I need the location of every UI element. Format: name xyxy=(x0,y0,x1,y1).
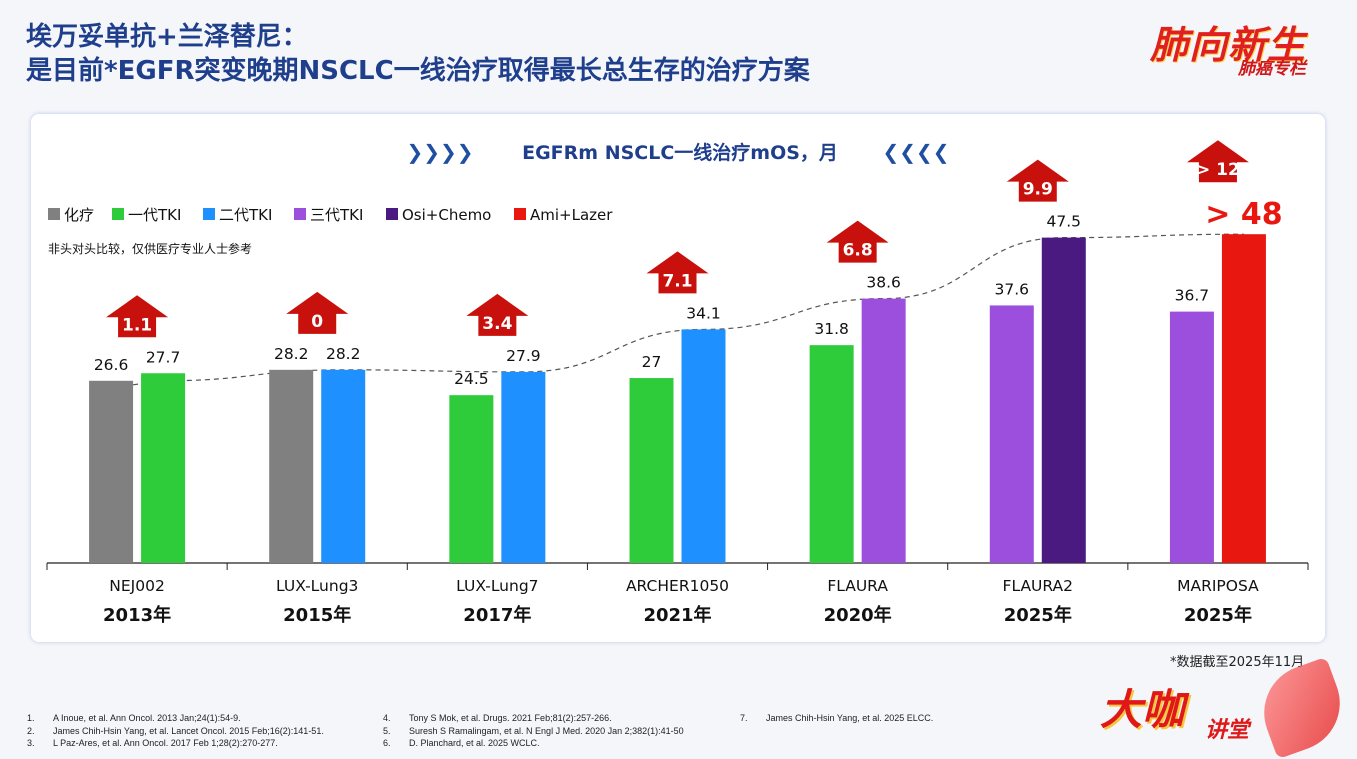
x-tick-label-trial: FLAURA2 xyxy=(1003,577,1073,595)
bar xyxy=(269,369,314,563)
legend-label: 化疗 xyxy=(64,206,94,224)
bar xyxy=(1221,234,1266,563)
data-label: 34.1 xyxy=(686,304,721,322)
legend-label: 三代TKI xyxy=(310,206,363,224)
legend-label: Ami+Lazer xyxy=(530,206,613,224)
reference-item: 5. Suresh S Ramalingam, et al. N Engl J M… xyxy=(383,725,684,736)
improvement-arrow xyxy=(466,293,529,336)
references-col-3: 7. James Chih-Hsin Yang, et al. 2025 ELCC… xyxy=(740,712,933,725)
improvement-arrow xyxy=(826,220,889,263)
legend-swatch xyxy=(386,208,398,220)
chart-title-deco-right: ❮❮❮❮ xyxy=(882,140,949,164)
x-tick-label-trial: ARCHER1050 xyxy=(626,577,729,595)
data-label: 37.6 xyxy=(995,280,1030,298)
page-title: 埃万妥单抗+兰泽替尼： 是目前*EGFR突变晚期NSCLC一线治疗取得最长总生存… xyxy=(26,20,810,88)
footer-brand-main: 大咖 xyxy=(1100,685,1185,734)
bar xyxy=(501,371,546,563)
reference-item: 2. James Chih-Hsin Yang, et al. Lancet On… xyxy=(27,725,324,736)
data-label-highlight: > 48 xyxy=(1205,197,1282,232)
x-tick-label-trial: FLAURA xyxy=(827,577,888,595)
improvement-value: 1.1 xyxy=(122,315,152,335)
improvement-value: 0 xyxy=(311,312,323,332)
improvement-value: 7.1 xyxy=(662,271,692,291)
chart-title-deco-left: ❯❯❯❯ xyxy=(406,140,473,164)
legend-label: 一代TKI xyxy=(128,206,181,224)
legend-swatch xyxy=(112,208,124,220)
improvement-arrow xyxy=(646,251,709,294)
title-line-2: 是目前*EGFR突变晚期NSCLC一线治疗取得最长总生存的治疗方案 xyxy=(26,56,810,86)
data-label: 24.5 xyxy=(454,370,489,388)
bar xyxy=(681,329,726,563)
chart-note: 非头对头比较，仅供医疗专业人士参考 xyxy=(48,241,252,256)
data-label: 27 xyxy=(642,353,662,371)
reference-item: 6. D. Planchard, et al. 2025 WCLC. xyxy=(383,738,540,748)
improvement-arrow xyxy=(1006,159,1069,202)
bar xyxy=(321,369,366,563)
reference-item: 7. James Chih-Hsin Yang, et al. 2025 ELCC… xyxy=(740,713,934,723)
bar xyxy=(629,378,674,563)
brand-logo-sub: 肺癌专栏 xyxy=(1238,59,1306,79)
brand-logo-main: 肺向新生 xyxy=(1150,23,1307,67)
x-tick-label-year: 2020年 xyxy=(824,604,892,626)
legend-swatch xyxy=(48,208,60,220)
legend-label: 二代TKI xyxy=(219,206,272,224)
chart-title: EGFRm NSCLC一线治疗mOS，月 xyxy=(522,141,838,164)
improvement-arrow xyxy=(286,291,349,334)
references-col-1: 1. A Inoue, et al. Ann Oncol. 2013 Jan;24… xyxy=(27,712,324,750)
data-label: 38.6 xyxy=(866,274,901,292)
references-col-2: 4. Tony S Mok, et al. Drugs. 2021 Feb;81(… xyxy=(383,712,684,750)
bar xyxy=(861,298,906,563)
data-cutoff-note: *数据截至2025年11月 xyxy=(1170,655,1305,670)
data-label: 28.2 xyxy=(274,345,309,363)
legend-swatch xyxy=(294,208,306,220)
improvement-value: 6.8 xyxy=(843,241,873,261)
data-label: 31.8 xyxy=(814,320,849,338)
x-tick-label-year: 2021年 xyxy=(643,604,711,626)
legend-label: Osi+Chemo xyxy=(402,206,491,224)
x-tick-label-year: 2025年 xyxy=(1004,604,1072,626)
x-tick-label-trial: MARIPOSA xyxy=(1177,577,1259,595)
data-label: 26.6 xyxy=(94,356,129,374)
bar xyxy=(141,373,186,563)
x-tick-label-year: 2015年 xyxy=(283,604,351,626)
footer-brand-sub: 讲堂 xyxy=(1205,718,1250,743)
x-tick-label-year: 2013年 xyxy=(103,604,171,626)
improvement-value: > 12 xyxy=(1196,160,1240,180)
x-tick-label-trial: NEJ002 xyxy=(109,577,165,595)
legend-swatch xyxy=(203,208,215,220)
data-label: 27.9 xyxy=(506,347,541,365)
bar xyxy=(449,395,494,563)
chart-panel xyxy=(31,114,1325,642)
bar xyxy=(989,305,1034,563)
reference-item: 4. Tony S Mok, et al. Drugs. 2021 Feb;81(… xyxy=(383,713,612,723)
reference-item: 3. L Paz-Ares, et al. Ann Oncol. 2017 Feb… xyxy=(27,738,278,748)
x-tick-label-year: 2025年 xyxy=(1184,604,1252,626)
reference-item: 1. A Inoue, et al. Ann Oncol. 2013 Jan;24… xyxy=(27,713,241,723)
improvement-value: 3.4 xyxy=(482,314,512,334)
improvement-arrow xyxy=(1186,140,1249,183)
legend-swatch xyxy=(514,208,526,220)
bar xyxy=(1041,237,1086,563)
bar xyxy=(89,380,134,563)
x-tick-label-trial: LUX-Lung3 xyxy=(276,577,358,595)
bar xyxy=(809,345,854,563)
x-tick-label-year: 2017年 xyxy=(463,604,531,626)
data-label: 47.5 xyxy=(1047,213,1082,231)
data-label: 27.7 xyxy=(146,348,181,366)
title-line-1: 埃万妥单抗+兰泽替尼： xyxy=(26,22,308,52)
bar xyxy=(1169,311,1214,563)
improvement-value: 9.9 xyxy=(1023,180,1053,200)
improvement-arrow xyxy=(106,295,169,338)
data-label: 28.2 xyxy=(326,345,361,363)
data-label: 36.7 xyxy=(1175,287,1210,305)
x-tick-label-trial: LUX-Lung7 xyxy=(456,577,538,595)
